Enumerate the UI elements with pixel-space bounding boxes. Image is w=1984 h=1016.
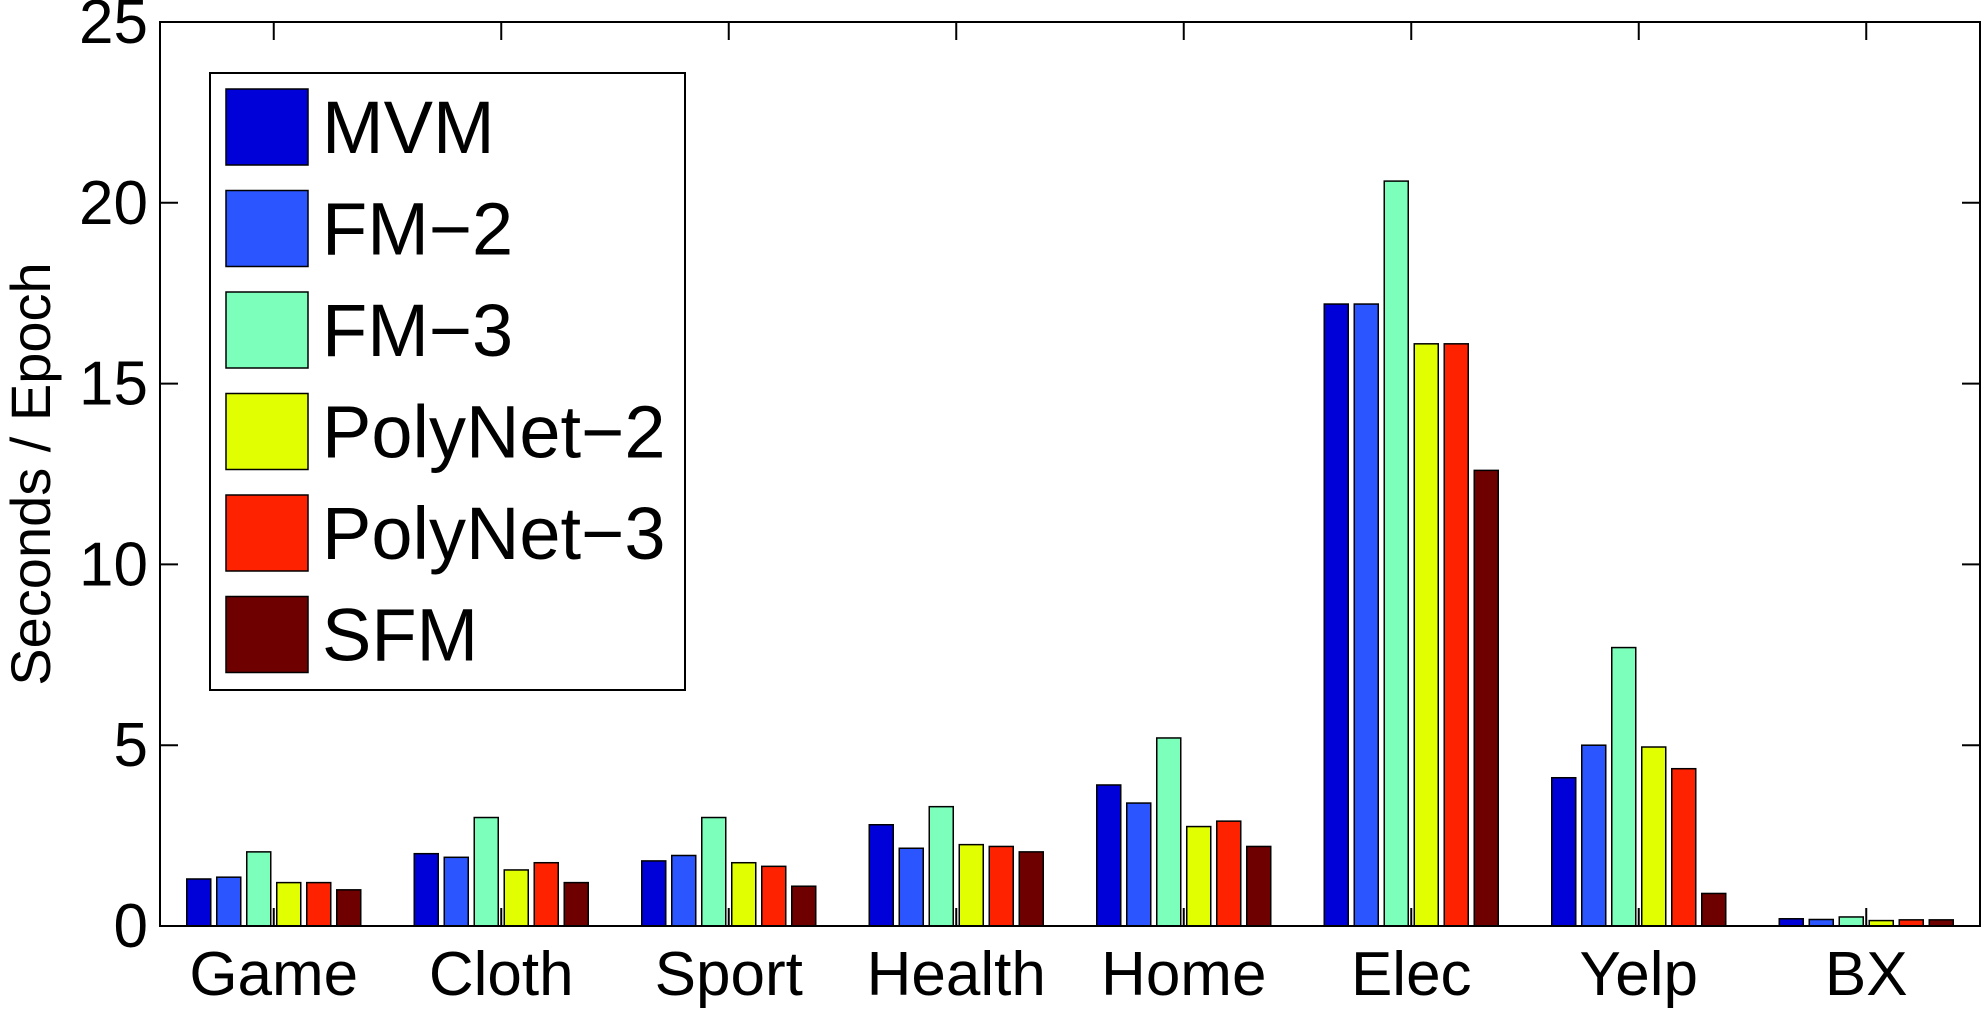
bar-elec-series-1 <box>1323 303 1349 927</box>
bar-health-series-4 <box>958 843 984 927</box>
bar-game-series-1 <box>186 878 212 927</box>
x-tick-label-cloth: Cloth <box>429 940 574 1009</box>
x-tick-label-bx: BX <box>1825 940 1908 1009</box>
bar-yelp-series-3 <box>1611 646 1637 927</box>
bar-game-series-4 <box>276 881 302 927</box>
legend-label-series-5: PolyNet−3 <box>322 492 665 575</box>
bar-home-series-5 <box>1216 820 1242 927</box>
bar-yelp-series-1 <box>1551 776 1577 927</box>
bar-sport-series-5 <box>761 865 787 927</box>
legend-label-series-3: FM−3 <box>322 289 513 372</box>
legend-box <box>209 72 686 691</box>
bar-cloth-series-1 <box>413 852 439 927</box>
legend-swatch-series-5 <box>225 494 309 572</box>
bar-health-series-6 <box>1018 851 1044 927</box>
bar-home-series-6 <box>1246 845 1272 927</box>
x-tick-label-elec: Elec <box>1351 940 1472 1009</box>
bar-game-series-3 <box>246 851 272 927</box>
bar-yelp-series-2 <box>1581 744 1607 927</box>
bar-game-series-2 <box>216 876 242 927</box>
legend-swatch-series-1 <box>225 88 309 166</box>
bar-cloth-series-5 <box>533 861 559 927</box>
bar-yelp-series-5 <box>1671 767 1697 927</box>
bar-game-series-6 <box>336 889 362 927</box>
legend-label-series-1: MVM <box>322 86 495 169</box>
bar-sport-series-6 <box>791 885 817 927</box>
bar-bx-series-3 <box>1838 916 1864 927</box>
y-tick-label: 0 <box>114 892 148 961</box>
y-tick-label: 20 <box>79 169 148 238</box>
y-axis-label: Seconds / Epoch <box>0 262 62 685</box>
bar-cloth-series-6 <box>563 881 589 927</box>
y-tick-label: 10 <box>79 530 148 599</box>
y-tick-label: 5 <box>114 711 148 780</box>
legend: MVM FM−2 FM−3 PolyNet−2 PolyNet−3 SFM <box>209 72 686 691</box>
bar-sport-series-1 <box>641 860 667 927</box>
legend-label-series-4: PolyNet−2 <box>322 391 665 474</box>
bar-health-series-2 <box>898 847 924 927</box>
bar-sport-series-4 <box>731 861 757 927</box>
bar-bx-series-1 <box>1778 918 1804 927</box>
bar-sport-series-2 <box>671 854 697 927</box>
legend-swatch-series-4 <box>225 392 309 471</box>
bar-elec-series-5 <box>1443 343 1469 927</box>
bar-elec-series-6 <box>1473 469 1499 927</box>
legend-swatch-series-3 <box>225 291 309 369</box>
bar-health-series-5 <box>988 845 1014 927</box>
bar-home-series-2 <box>1126 802 1152 927</box>
bar-cloth-series-4 <box>503 869 529 927</box>
plot-frame <box>159 21 1981 927</box>
x-tick-label-game: Game <box>189 940 358 1009</box>
bars-layer <box>186 180 1954 927</box>
bar-elec-series-4 <box>1413 343 1439 927</box>
bar-cloth-series-3 <box>473 816 499 927</box>
x-tick-label-yelp: Yelp <box>1580 940 1698 1009</box>
x-tick-label-sport: Sport <box>655 940 803 1009</box>
legend-swatch-series-6 <box>225 595 309 674</box>
bar-elec-series-3 <box>1383 180 1409 927</box>
bar-yelp-series-4 <box>1641 746 1667 927</box>
y-tick-label: 15 <box>79 350 148 419</box>
bar-yelp-series-6 <box>1701 892 1727 927</box>
bar-health-series-3 <box>928 805 954 927</box>
bar-sport-series-3 <box>701 816 727 927</box>
x-tick-label-health: Health <box>867 940 1046 1009</box>
x-tick-label-home: Home <box>1101 940 1266 1009</box>
bar-elec-series-2 <box>1353 303 1379 927</box>
bar-home-series-3 <box>1156 737 1182 927</box>
legend-swatch-series-2 <box>225 189 309 268</box>
y-tick-label: 25 <box>79 0 148 57</box>
bar-health-series-1 <box>868 824 894 927</box>
legend-label-series-2: FM−2 <box>322 188 513 271</box>
legend-label-series-6: SFM <box>322 594 478 677</box>
axes-layer <box>159 21 1981 927</box>
bar-cloth-series-2 <box>443 856 469 927</box>
bar-home-series-1 <box>1096 784 1122 927</box>
bar-home-series-4 <box>1186 825 1212 927</box>
bar-game-series-5 <box>306 881 332 927</box>
ticks-layer: 0 5 10 15 20 25 Game Cloth Sport Health Home Elec Ye… <box>79 0 1980 1009</box>
